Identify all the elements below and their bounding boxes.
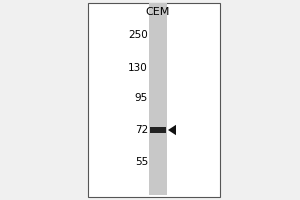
Text: 55: 55	[135, 157, 148, 167]
Text: 250: 250	[128, 30, 148, 40]
Polygon shape	[168, 125, 176, 135]
Text: 130: 130	[128, 63, 148, 73]
Text: CEM: CEM	[146, 7, 170, 17]
Bar	[150, 127, 166, 133]
Text: 95: 95	[135, 93, 148, 103]
Bar	[88, 3, 220, 197]
Text: 72: 72	[135, 125, 148, 135]
Bar	[149, 3, 167, 195]
